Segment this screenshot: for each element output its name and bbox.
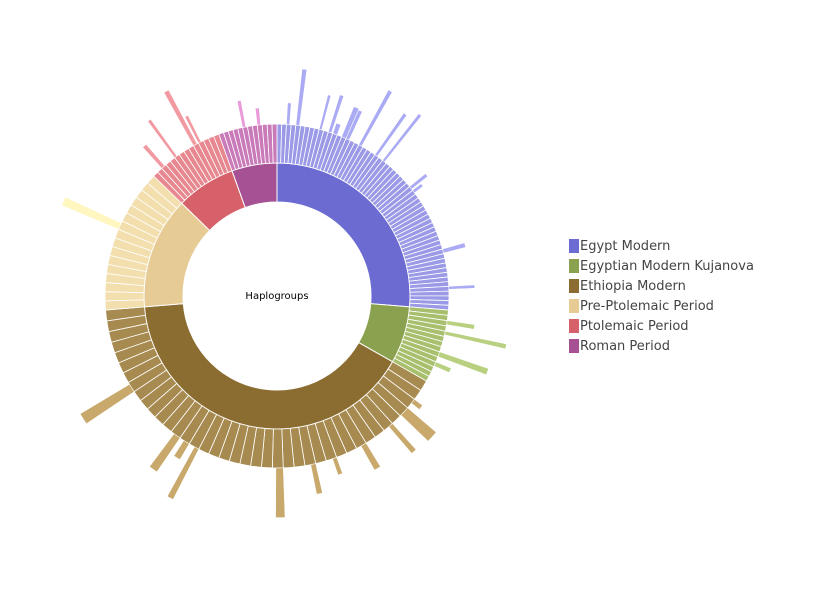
outer-segment-roman-period[interactable] xyxy=(236,100,247,128)
center-label: Haplogroups xyxy=(245,291,308,302)
legend-swatch xyxy=(569,319,579,333)
outer-segment-ptolemaic-period[interactable] xyxy=(184,115,202,144)
outer-segment-ethiopia-modern[interactable] xyxy=(166,446,200,500)
outer-segment-egypt-modern[interactable] xyxy=(382,113,422,163)
outer-segment-egypt-modern[interactable] xyxy=(448,284,475,290)
outer-segment-ethiopia-modern[interactable] xyxy=(79,384,135,425)
outer-segment-ethiopia-modern[interactable] xyxy=(400,407,437,442)
outer-segment-egypt-modern[interactable] xyxy=(442,242,466,254)
legend-swatch xyxy=(569,339,579,353)
outer-segment-ethiopia-modern[interactable] xyxy=(388,423,417,454)
outer-segment-ethiopia-modern[interactable] xyxy=(411,399,423,410)
legend-item-egypt-modern[interactable]: Egypt Modern xyxy=(569,236,754,256)
legend-item-roman-period[interactable]: Roman Period xyxy=(569,336,754,356)
subsegment-egypt-modern[interactable] xyxy=(409,290,450,297)
outer-segment-ptolemaic-period[interactable] xyxy=(147,118,178,159)
legend-label: Pre-Ptolemaic Period xyxy=(580,298,714,314)
outer-segment-egypt-modern[interactable] xyxy=(318,94,332,131)
outer-segment-egypt-modern[interactable] xyxy=(328,94,345,134)
outer-segment-egyptian-modern-kujanova[interactable] xyxy=(433,361,452,373)
legend-label: Ptolemaic Period xyxy=(580,318,689,334)
legend-label: Egypt Modern xyxy=(580,238,671,254)
legend-item-pre-ptolemaic-period[interactable]: Pre-Ptolemaic Period xyxy=(569,296,754,316)
legend-swatch xyxy=(569,259,579,273)
outer-segment-ptolemaic-period[interactable] xyxy=(142,144,165,169)
subsegment-roman-period[interactable] xyxy=(271,123,278,164)
legend-swatch xyxy=(569,239,579,253)
outer-segment-roman-period[interactable] xyxy=(255,107,261,126)
outer-segment-egyptian-modern-kujanova[interactable] xyxy=(437,351,489,376)
legend-swatch xyxy=(569,279,579,293)
subsegment-pre-ptolemaic-period[interactable] xyxy=(104,291,145,302)
legend-item-egyptian-modern-kujanova[interactable]: Egyptian Modern Kujanova xyxy=(569,256,754,276)
legend-label: Ethiopia Modern xyxy=(580,278,686,294)
outer-segment-egyptian-modern-kujanova[interactable] xyxy=(444,330,507,350)
outer-segment-egypt-modern[interactable] xyxy=(409,173,428,190)
legend: Egypt Modern Egyptian Modern Kujanova Et… xyxy=(569,236,754,356)
outer-segment-ethiopia-modern[interactable] xyxy=(275,467,286,518)
sunburst-root: Haplogroups xyxy=(61,68,507,518)
outer-segment-ethiopia-modern[interactable] xyxy=(332,457,343,476)
outer-segment-egypt-modern[interactable] xyxy=(345,109,363,141)
outer-segment-ethiopia-modern[interactable] xyxy=(360,442,381,471)
outer-segment-ptolemaic-period[interactable] xyxy=(163,89,198,146)
outer-segment-egypt-modern[interactable] xyxy=(286,102,292,125)
outer-segment-egypt-modern[interactable] xyxy=(374,112,408,157)
legend-item-ptolemaic-period[interactable]: Ptolemaic Period xyxy=(569,316,754,336)
legend-label: Egyptian Modern Kujanova xyxy=(580,258,754,274)
outer-segment-egypt-modern[interactable] xyxy=(358,89,393,147)
outer-segment-egyptian-modern-kujanova[interactable] xyxy=(446,320,476,330)
outer-segment-egypt-modern[interactable] xyxy=(295,68,308,126)
outer-segment-egypt-modern[interactable] xyxy=(412,183,424,194)
subsegment-ethiopia-modern[interactable] xyxy=(271,428,284,469)
outer-segment-ethiopia-modern[interactable] xyxy=(310,463,323,495)
outer-segment-ethiopia-modern[interactable] xyxy=(149,433,181,473)
outer-segment-ethiopia-modern[interactable] xyxy=(173,440,190,460)
outer-segment-pre-ptolemaic-period[interactable] xyxy=(61,196,122,230)
legend-item-ethiopia-modern[interactable]: Ethiopia Modern xyxy=(569,276,754,296)
legend-swatch xyxy=(569,299,579,313)
legend-label: Roman Period xyxy=(580,338,670,354)
